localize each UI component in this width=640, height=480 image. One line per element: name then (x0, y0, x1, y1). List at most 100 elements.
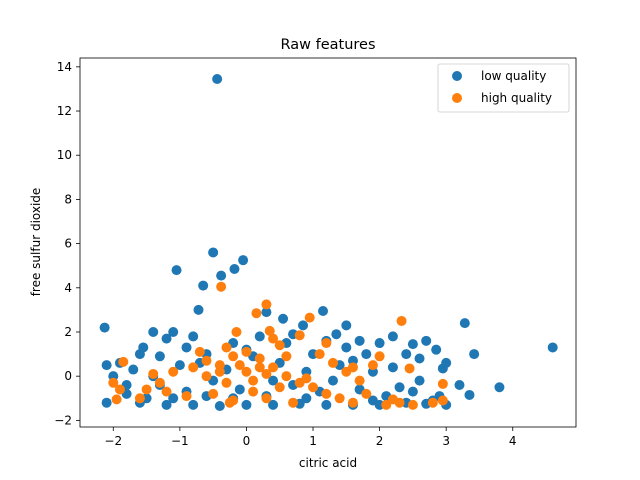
point-high-quality-4 (396, 315, 407, 326)
point-high-quality-63 (301, 373, 312, 384)
point-high-quality-20 (241, 346, 252, 357)
legend-marker-high-quality (452, 93, 462, 103)
point-high-quality-38 (354, 375, 365, 386)
x-tick-label-2: 0 (243, 434, 251, 448)
point-high-quality-28 (347, 397, 358, 408)
point-low-quality-29 (148, 326, 159, 337)
point-low-quality-82 (387, 362, 398, 373)
point-low-quality-28 (261, 307, 272, 318)
point-high-quality-52 (261, 368, 272, 379)
points-layer (99, 73, 558, 412)
point-low-quality-7 (193, 304, 204, 315)
point-low-quality-17 (454, 380, 465, 391)
point-low-quality-39 (214, 401, 225, 412)
point-high-quality-32 (404, 363, 415, 374)
point-low-quality-96 (367, 395, 378, 406)
legend-label-high-quality: high quality (481, 91, 552, 105)
point-high-quality-22 (268, 362, 279, 373)
point-low-quality-101 (138, 342, 149, 353)
point-low-quality-24 (341, 320, 352, 331)
point-low-quality-15 (431, 344, 442, 355)
point-low-quality-8 (99, 322, 110, 333)
legend-label-low-quality: low quality (481, 69, 546, 83)
point-low-quality-74 (234, 384, 245, 395)
point-high-quality-65 (347, 362, 358, 373)
point-high-quality-66 (381, 399, 392, 410)
point-low-quality-95 (168, 393, 179, 404)
x-tick-label-5: 3 (442, 434, 450, 448)
point-high-quality-27 (334, 393, 345, 404)
point-high-quality-57 (327, 357, 338, 368)
y-tick-label-1: 0 (64, 369, 72, 383)
point-high-quality-8 (321, 338, 332, 349)
point-low-quality-5 (216, 270, 227, 281)
point-low-quality-83 (414, 353, 425, 364)
y-axis-label: free sulfur dioxide (29, 188, 43, 297)
point-low-quality-2 (238, 255, 249, 266)
point-low-quality-87 (341, 342, 352, 353)
point-low-quality-99 (301, 393, 312, 404)
point-low-quality-62 (154, 351, 165, 362)
point-low-quality-3 (171, 265, 182, 276)
point-high-quality-50 (248, 375, 259, 386)
point-high-quality-10 (108, 377, 119, 388)
point-low-quality-49 (394, 382, 405, 393)
y-tick-label-5: 8 (64, 192, 72, 206)
point-high-quality-48 (194, 346, 205, 357)
x-tick-label-4: 2 (376, 434, 384, 448)
point-low-quality-25 (354, 335, 365, 346)
legend: low quality high quality (437, 63, 570, 113)
y-tick-label-3: 4 (64, 281, 72, 295)
point-low-quality-30 (161, 333, 172, 344)
point-high-quality-9 (118, 356, 129, 367)
point-low-quality-6 (198, 280, 209, 291)
point-low-quality-68 (327, 375, 338, 386)
point-high-quality-40 (274, 340, 285, 351)
point-high-quality-21 (254, 353, 265, 364)
point-high-quality-6 (231, 326, 242, 337)
x-tick-label-0: −2 (104, 434, 122, 448)
point-low-quality-38 (188, 399, 199, 410)
point-low-quality-14 (494, 382, 505, 393)
point-high-quality-45 (261, 393, 272, 404)
point-high-quality-51 (234, 360, 245, 371)
point-high-quality-59 (394, 397, 405, 408)
point-high-quality-62 (281, 351, 292, 362)
x-tick-label-1: −1 (171, 434, 189, 448)
legend-box (437, 63, 570, 113)
y-tick-label-8: 14 (57, 60, 72, 74)
point-high-quality-36 (437, 395, 448, 406)
point-high-quality-23 (281, 371, 292, 382)
point-low-quality-100 (331, 329, 342, 340)
point-high-quality-13 (141, 384, 152, 395)
x-axis: −2 −1 0 1 2 3 4 (104, 427, 517, 448)
x-tick-label-3: 1 (309, 434, 317, 448)
point-low-quality-54 (254, 331, 265, 342)
point-low-quality-90 (168, 326, 179, 337)
point-high-quality-30 (374, 351, 385, 362)
point-high-quality-7 (294, 330, 305, 341)
point-low-quality-27 (278, 313, 289, 324)
point-high-quality-25 (308, 382, 319, 393)
point-high-quality-19 (228, 351, 239, 362)
point-low-quality-60 (101, 397, 112, 408)
point-low-quality-86 (407, 386, 418, 397)
point-low-quality-12 (469, 349, 480, 360)
y-tick-label-7: 12 (57, 104, 72, 118)
y-tick-label-6: 10 (57, 148, 72, 162)
point-low-quality-18 (421, 335, 432, 346)
point-high-quality-46 (288, 397, 299, 408)
point-high-quality-47 (181, 391, 192, 402)
point-high-quality-44 (248, 386, 259, 397)
point-high-quality-49 (241, 366, 252, 377)
point-high-quality-1 (261, 299, 272, 310)
point-low-quality-13 (464, 389, 475, 400)
point-low-quality-57 (174, 360, 185, 371)
point-high-quality-34 (427, 397, 438, 408)
point-low-quality-84 (441, 357, 452, 368)
plot-frame (79, 57, 577, 428)
point-high-quality-56 (214, 366, 225, 377)
point-high-quality-12 (134, 393, 145, 404)
point-high-quality-5 (264, 325, 275, 336)
